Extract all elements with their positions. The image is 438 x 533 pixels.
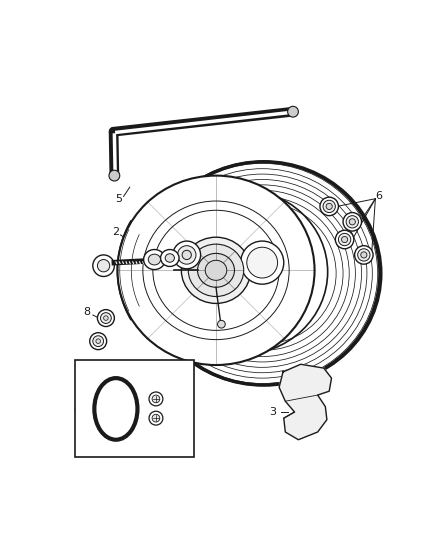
Circle shape	[240, 241, 284, 284]
Circle shape	[152, 395, 160, 403]
Circle shape	[346, 216, 358, 228]
Ellipse shape	[198, 253, 234, 287]
Circle shape	[97, 260, 110, 272]
Circle shape	[355, 246, 373, 264]
Circle shape	[109, 170, 120, 181]
Circle shape	[93, 255, 114, 277]
Circle shape	[247, 247, 278, 278]
Bar	[75, 360, 194, 457]
Text: 5: 5	[116, 193, 123, 204]
Ellipse shape	[205, 260, 227, 280]
Text: 6: 6	[376, 191, 383, 201]
Circle shape	[361, 252, 367, 258]
Circle shape	[93, 336, 103, 346]
Circle shape	[342, 237, 348, 243]
Circle shape	[336, 230, 354, 249]
Text: 2: 2	[112, 227, 120, 237]
Ellipse shape	[161, 249, 179, 266]
Ellipse shape	[117, 175, 314, 365]
Ellipse shape	[165, 254, 174, 262]
Circle shape	[90, 333, 107, 350]
Text: 3: 3	[269, 407, 276, 417]
Circle shape	[323, 200, 336, 213]
Polygon shape	[279, 364, 332, 440]
Ellipse shape	[148, 254, 161, 265]
Text: 4: 4	[74, 404, 81, 414]
Ellipse shape	[181, 237, 251, 303]
Circle shape	[149, 392, 163, 406]
Circle shape	[96, 339, 100, 343]
Circle shape	[349, 219, 355, 225]
Circle shape	[339, 233, 351, 246]
Ellipse shape	[144, 249, 165, 270]
Ellipse shape	[188, 244, 244, 296]
Circle shape	[326, 203, 332, 209]
Circle shape	[288, 106, 298, 117]
Circle shape	[218, 320, 225, 328]
Circle shape	[103, 316, 108, 320]
Circle shape	[100, 313, 111, 324]
Circle shape	[343, 213, 361, 231]
Circle shape	[149, 411, 163, 425]
Text: 1: 1	[160, 255, 167, 265]
Ellipse shape	[145, 161, 379, 385]
Circle shape	[320, 197, 339, 216]
Circle shape	[177, 246, 196, 264]
Circle shape	[358, 249, 370, 261]
Text: 8: 8	[83, 307, 90, 317]
Circle shape	[173, 241, 201, 269]
Circle shape	[182, 251, 191, 260]
Circle shape	[97, 310, 114, 327]
Circle shape	[152, 414, 160, 422]
